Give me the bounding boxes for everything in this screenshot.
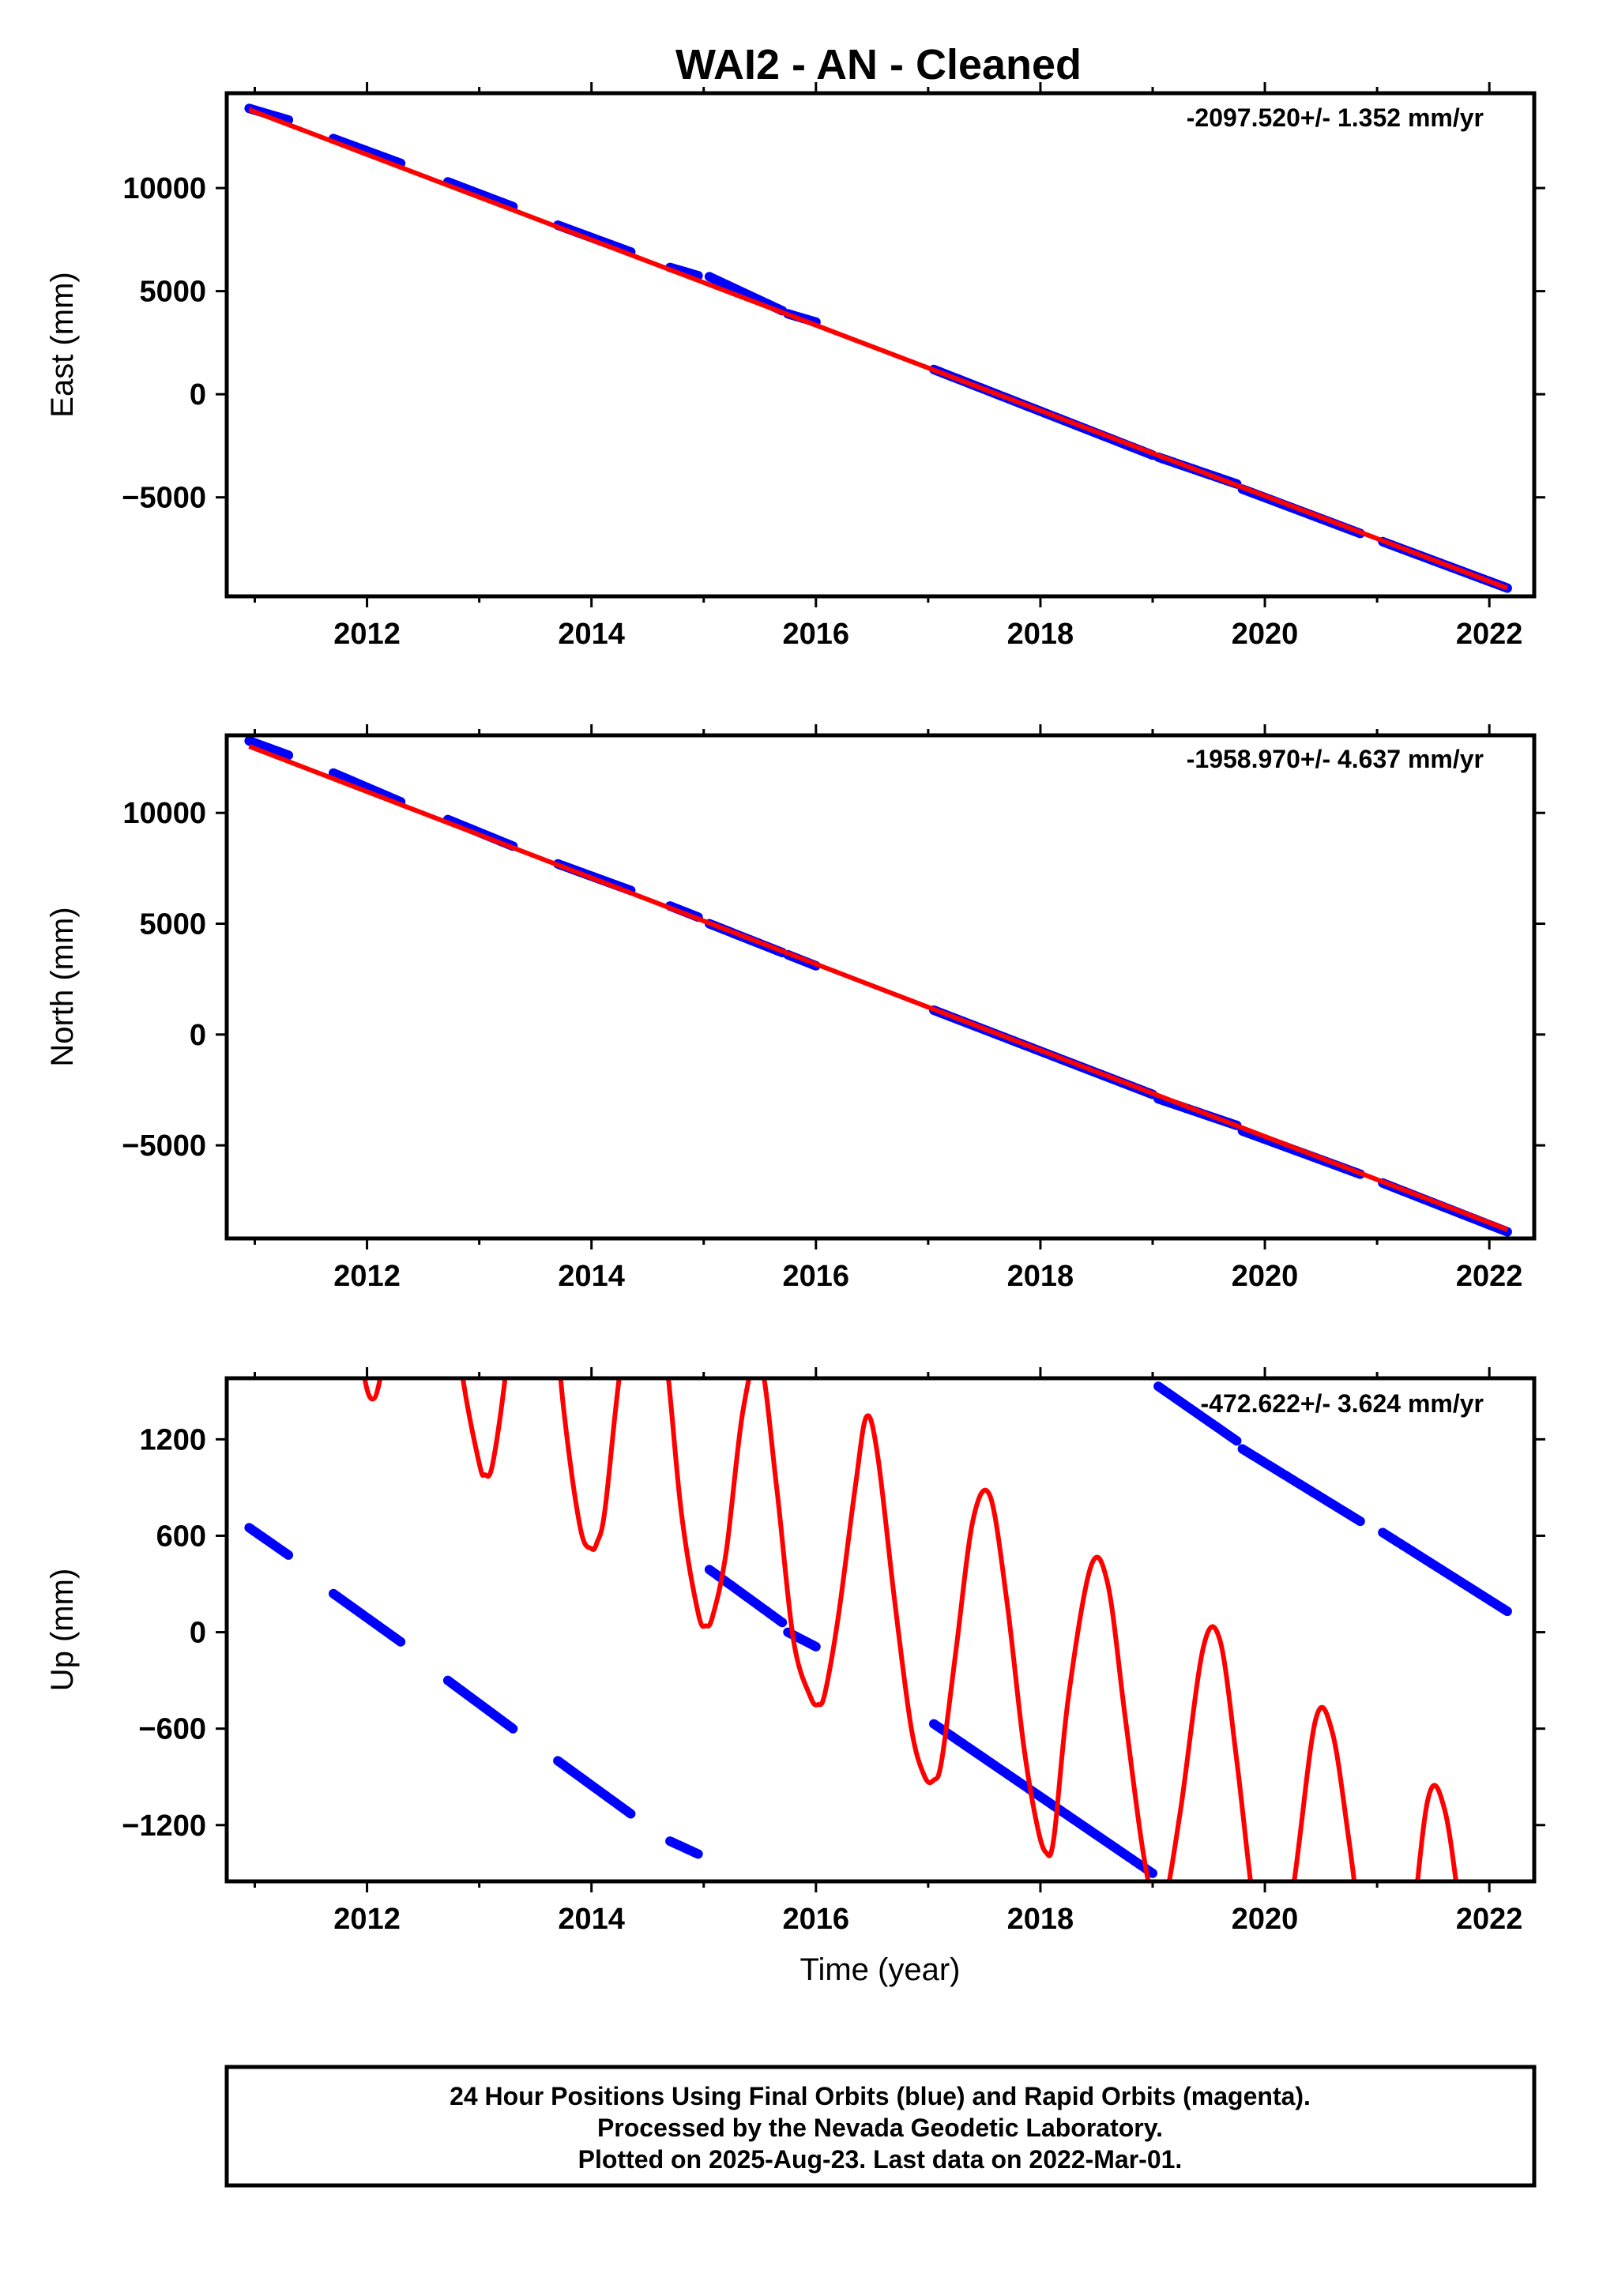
up-x-ticks: 2012 2014 2016 2018 2020 2022 <box>254 1367 1523 1936</box>
up-data-point <box>777 1618 788 1628</box>
east-y-tick-label: −5000 <box>122 482 206 515</box>
up-data-point <box>626 1809 636 1819</box>
footer-frame <box>224 2065 1537 2188</box>
north-y-tick-label: 5000 <box>139 908 206 941</box>
north-x-ticks: 2012 2014 2016 2018 2020 2022 <box>254 724 1523 1293</box>
east-model-line <box>248 107 1508 591</box>
up-x-tick-label: 2012 <box>333 1903 401 1936</box>
up-data-point <box>1148 1868 1157 1878</box>
up-x-tick-label: 2016 <box>783 1903 850 1936</box>
up-y-tick-label: 600 <box>156 1520 206 1553</box>
up-y-tick-label: 0 <box>190 1617 206 1650</box>
up-model-line <box>362 1378 1459 1881</box>
east-x-tick-label: 2014 <box>558 618 625 651</box>
east-frame-rect <box>224 91 1537 599</box>
north-axes-frame <box>224 733 1537 1241</box>
north-y-tick-label: 0 <box>190 1019 206 1052</box>
north-x-tick-label: 2018 <box>1007 1260 1074 1293</box>
up-frame-rect <box>224 1376 1537 1884</box>
north-x-tick-label: 2016 <box>783 1260 850 1293</box>
east-x-tick-label: 2012 <box>333 618 401 651</box>
up-y-tick-label: −1200 <box>122 1809 206 1843</box>
north-frame-rect <box>224 733 1537 1241</box>
north-ylabel: North (mm) <box>45 907 80 1066</box>
east-axes-frame <box>224 91 1537 599</box>
up-data-point <box>811 1641 821 1652</box>
up-axes-frame <box>224 1376 1537 1884</box>
east-model-curve <box>248 107 1508 591</box>
up-data-point <box>693 1849 703 1859</box>
north-y-tick-label: 10000 <box>122 797 206 830</box>
north-y-ticks: −5000 0 5000 10000 <box>122 797 1545 1163</box>
up-panel: 2012 2014 2016 2018 2020 2022 −1200 −600 0 600 12… <box>45 1367 1545 1987</box>
up-data-point <box>508 1723 518 1734</box>
north-y-tick-label: −5000 <box>122 1129 206 1163</box>
up-data-point <box>1502 1606 1512 1617</box>
up-x-tick-label: 2018 <box>1007 1903 1074 1936</box>
north-data-point <box>284 750 294 761</box>
up-y-tick-label: −600 <box>138 1713 206 1746</box>
footer-line-1: 24 Hour Positions Using Final Orbits (bl… <box>450 2082 1311 2110</box>
up-x-tick-label: 2020 <box>1232 1903 1299 1936</box>
up-x-tick-label: 2014 <box>558 1903 625 1936</box>
footer-line-3: Plotted on 2025-Aug-23. Last data on 202… <box>578 2145 1183 2174</box>
up-data-point <box>284 1550 294 1560</box>
east-x-tick-label: 2022 <box>1456 618 1523 651</box>
east-y-tick-label: 10000 <box>122 172 206 205</box>
east-x-tick-label: 2018 <box>1007 618 1074 651</box>
up-data-points <box>244 1381 1512 1878</box>
north-x-tick-label: 2012 <box>333 1260 401 1293</box>
up-data-point <box>1355 1516 1365 1527</box>
east-x-ticks: 2012 2014 2016 2018 2020 2022 <box>254 82 1523 651</box>
up-y-ticks: −1200 −600 0 600 1200 <box>122 1423 1545 1843</box>
north-rate-label: -1958.970+/- 4.637 mm/yr <box>1187 745 1484 773</box>
up-xlabel: Time (year) <box>800 1952 961 1987</box>
up-ylabel: Up (mm) <box>45 1569 80 1692</box>
north-model-line <box>248 744 1508 1232</box>
footer-line-2: Processed by the Nevada Geodetic Laborat… <box>597 2114 1163 2142</box>
chart-title: WAI2 - AN - Cleaned <box>675 41 1082 88</box>
up-x-tick-label: 2022 <box>1456 1903 1523 1936</box>
north-x-tick-label: 2020 <box>1232 1260 1299 1293</box>
up-data-point <box>396 1637 406 1647</box>
east-ylabel: East (mm) <box>45 272 80 417</box>
east-x-tick-label: 2020 <box>1232 618 1299 651</box>
east-rate-label: -2097.520+/- 1.352 mm/yr <box>1187 103 1484 132</box>
up-data-point <box>1232 1436 1242 1446</box>
north-panel: 2012 2014 2016 2018 2020 2022 −5000 0 5000 10000… <box>45 724 1545 1293</box>
footer-box: 24 Hour Positions Using Final Orbits (bl… <box>224 2065 1537 2188</box>
up-rate-label: -472.622+/- 3.624 mm/yr <box>1201 1389 1484 1418</box>
north-model-curve <box>248 744 1508 1232</box>
east-panel: 2012 2014 2016 2018 2020 2022 −5000 0 5000 10000… <box>45 82 1545 651</box>
up-model-curve <box>362 1378 1459 1881</box>
east-x-tick-label: 2016 <box>783 618 850 651</box>
east-y-tick-label: 5000 <box>139 276 206 309</box>
east-y-tick-label: 0 <box>190 378 206 411</box>
east-y-ticks: −5000 0 5000 10000 <box>122 172 1545 515</box>
north-x-tick-label: 2022 <box>1456 1260 1523 1293</box>
north-x-tick-label: 2014 <box>558 1260 625 1293</box>
up-y-tick-label: 1200 <box>139 1423 206 1456</box>
